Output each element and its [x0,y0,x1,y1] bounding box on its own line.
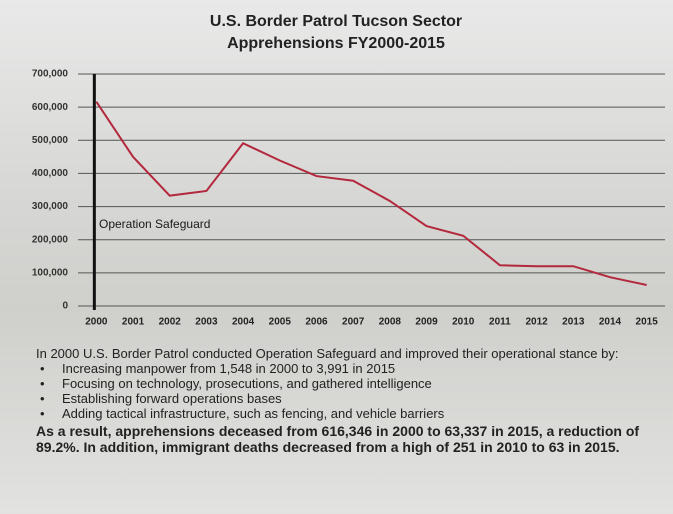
notes-conclusion: As a result, apprehensions deceased from… [36,423,640,455]
x-tick-label: 2010 [452,317,475,328]
y-tick-label: 0 [62,301,68,312]
bullet: Increasing manpower from 1,548 in 2000 t… [36,361,658,376]
y-tick-label: 700,000 [32,69,69,80]
bullet: Focusing on technology, prosecutions, an… [36,376,658,391]
bullet: Establishing forward operations bases [36,391,658,406]
y-tick-label: 400,000 [32,168,69,179]
chart-title: U.S. Border Patrol Tucson Sector [210,13,462,30]
x-tick-label: 2003 [195,317,218,328]
x-tick-label: 2004 [232,317,255,328]
y-tick-label: 600,000 [32,102,69,113]
x-tick-label: 2002 [159,317,182,328]
annotation: Operation Safeguard [99,217,210,231]
y-tick-label: 300,000 [32,201,69,212]
x-tick-label: 2009 [415,317,438,328]
notes-intro: In 2000 U.S. Border Patrol conducted Ope… [36,346,619,361]
x-tick-label: 2012 [525,317,548,328]
x-tick-label: 2011 [489,317,511,328]
y-tick-label: 100,000 [32,267,69,278]
y-tick-label: 200,000 [32,234,69,245]
x-tick-label: 2005 [269,317,292,328]
x-tick-label: 2015 [636,317,659,328]
x-tick-label: 2007 [342,317,365,328]
x-tick-label: 2014 [599,317,622,328]
bullet-list: Increasing manpower from 1,548 in 2000 t… [36,361,658,421]
notes: In 2000 U.S. Border Patrol conducted Ope… [36,346,658,455]
x-tick-label: 2006 [305,317,328,328]
x-tick-label: 2008 [379,317,402,328]
y-tick-label: 500,000 [32,135,69,146]
chart: U.S. Border Patrol Tucson Sector Apprehe… [32,13,665,328]
x-tick-label: 2013 [562,317,585,328]
data-line [95,101,647,286]
chart-subtitle: Apprehensions FY2000-2015 [227,35,445,52]
x-tick-label: 2001 [122,317,145,328]
x-tick-label: 2000 [85,317,108,328]
bullet: Adding tactical infrastructure, such as … [36,406,658,421]
